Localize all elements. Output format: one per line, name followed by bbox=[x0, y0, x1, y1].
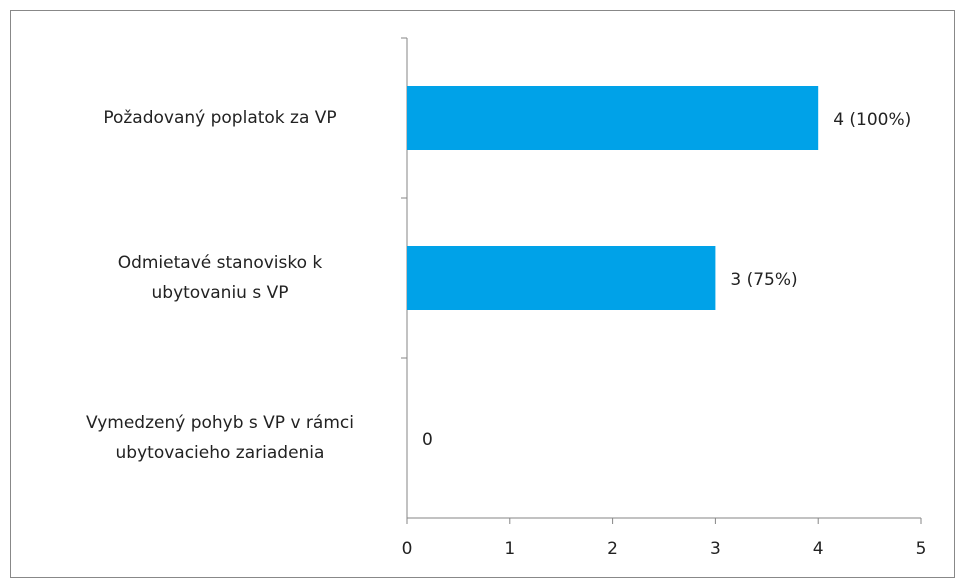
data-label: 4 (100%) bbox=[833, 110, 911, 130]
x-tick-label: 3 bbox=[710, 539, 721, 559]
x-tick-label: 2 bbox=[607, 539, 618, 559]
x-tick-label: 4 bbox=[813, 539, 824, 559]
x-tick-label: 1 bbox=[504, 539, 515, 559]
data-label: 0 bbox=[422, 430, 433, 450]
bar bbox=[407, 246, 716, 310]
x-tick-label: 5 bbox=[916, 539, 927, 559]
y-tick-label: Požadovaný poplatok za VP bbox=[103, 108, 336, 128]
x-tick-label: 0 bbox=[402, 539, 413, 559]
y-tick-label: Vymedzený pohyb s VP v rámci ubytovacieho… bbox=[86, 413, 354, 463]
data-label: 3 (75%) bbox=[730, 270, 797, 290]
bar bbox=[407, 86, 819, 150]
y-tick-label: Odmietavé stanovisko k ubytovaniu s VP bbox=[118, 253, 323, 303]
